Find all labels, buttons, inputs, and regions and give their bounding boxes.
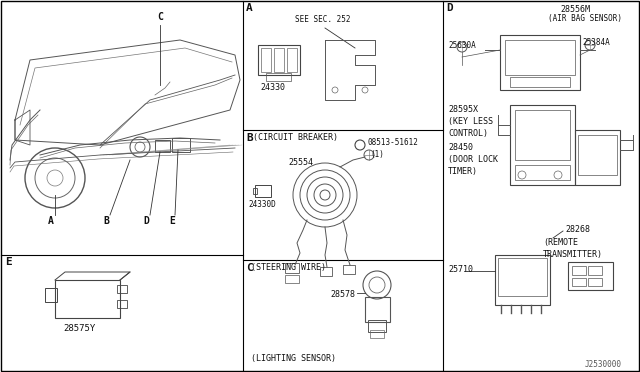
Bar [368, 320, 386, 332]
Text: (KEY LESS: (KEY LESS [448, 117, 493, 126]
Bar [365, 297, 390, 322]
Bar [500, 35, 580, 90]
Bar [261, 48, 271, 72]
Bar [172, 138, 190, 152]
Bar [588, 266, 602, 275]
Bar [498, 258, 547, 296]
Text: D: D [446, 3, 452, 13]
Text: 28578: 28578 [330, 290, 355, 299]
Bar [55, 280, 120, 318]
Text: 08513-51612: 08513-51612 [367, 138, 418, 147]
Bar [578, 135, 617, 175]
Text: D: D [143, 216, 149, 226]
Text: E: E [5, 257, 12, 267]
Bar [266, 73, 291, 81]
Bar [568, 262, 613, 290]
Bar [258, 45, 300, 75]
Bar [515, 110, 570, 160]
Bar [510, 77, 570, 87]
Bar [117, 300, 127, 308]
Text: (CIRCUIT BREAKER): (CIRCUIT BREAKER) [253, 133, 338, 142]
Bar [255, 185, 271, 197]
Text: TIMER): TIMER) [448, 167, 478, 176]
Text: (1): (1) [370, 150, 384, 159]
Text: B: B [246, 133, 253, 143]
Text: (REMOTE: (REMOTE [543, 238, 578, 247]
Text: B: B [103, 216, 109, 226]
Bar [320, 267, 332, 276]
Bar [515, 165, 570, 180]
Bar [572, 266, 586, 275]
Bar [575, 130, 620, 185]
Text: (LIGHTING SENSOR): (LIGHTING SENSOR) [251, 354, 336, 363]
Bar [510, 105, 575, 185]
Text: 25630A: 25630A [448, 41, 476, 50]
Bar [117, 285, 127, 293]
Bar [274, 48, 284, 72]
Bar [505, 40, 575, 75]
Bar [495, 255, 550, 305]
Text: SEE SEC. 252: SEE SEC. 252 [295, 15, 351, 24]
Text: 25710: 25710 [448, 265, 473, 274]
Bar [155, 140, 170, 152]
Text: E: E [169, 216, 175, 226]
Text: CONTROL): CONTROL) [448, 129, 488, 138]
Text: (AIR BAG SENSOR): (AIR BAG SENSOR) [548, 14, 622, 23]
Text: 24330D: 24330D [248, 200, 276, 209]
Text: C: C [246, 263, 253, 273]
Bar [343, 265, 355, 274]
Bar [588, 278, 602, 286]
Text: 25384A: 25384A [582, 38, 610, 47]
Bar [285, 263, 299, 273]
Bar [253, 188, 257, 194]
Text: 28575Y: 28575Y [63, 324, 95, 333]
Text: C: C [157, 12, 163, 22]
Text: 25554: 25554 [288, 158, 313, 167]
Text: 28556M: 28556M [560, 5, 590, 14]
Bar [370, 330, 384, 338]
Bar [572, 278, 586, 286]
Bar [45, 288, 57, 302]
Text: (DOOR LOCK: (DOOR LOCK [448, 155, 498, 164]
Text: A: A [246, 3, 253, 13]
Text: J2530000: J2530000 [585, 360, 622, 369]
Bar [285, 275, 299, 283]
Text: 24330: 24330 [260, 83, 285, 92]
Text: (STEERING WIRE): (STEERING WIRE) [251, 263, 326, 272]
Text: 28595X: 28595X [448, 105, 478, 114]
Text: 28450: 28450 [448, 143, 473, 152]
Text: 28268: 28268 [565, 225, 590, 234]
Text: TRANSMITTER): TRANSMITTER) [543, 250, 603, 259]
Text: A: A [48, 216, 54, 226]
Bar [287, 48, 297, 72]
